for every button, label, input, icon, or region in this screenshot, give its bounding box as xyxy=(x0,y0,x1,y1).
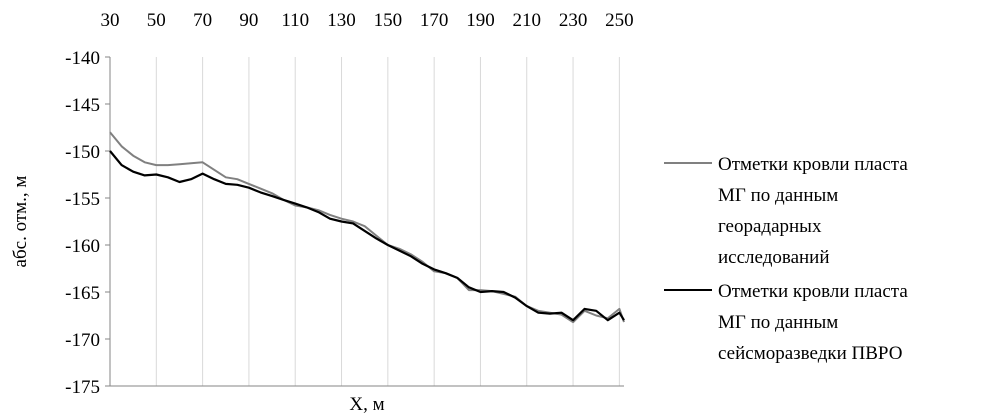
legend-entry-label: Отметки кровли пласта xyxy=(718,281,908,302)
x-axis-title: X, м xyxy=(349,394,384,415)
data-series xyxy=(109,131,625,324)
series-line-seismic xyxy=(109,150,625,322)
x-tick-label: 30 xyxy=(101,10,120,31)
y-tick-label: -140 xyxy=(65,48,100,69)
x-tick-label: 250 xyxy=(605,10,634,31)
y-tick-label: -165 xyxy=(65,283,100,304)
legend-entry-label: георадарных xyxy=(718,216,822,237)
x-tick-label: 210 xyxy=(513,10,542,31)
legend: Отметки кровли пласта МГ по данным георада… xyxy=(664,154,908,364)
x-tick-label: 90 xyxy=(239,10,258,31)
legend-entry-label: МГ по данным xyxy=(718,185,838,206)
grid-lines xyxy=(155,57,620,386)
x-tick-label: 70 xyxy=(193,10,212,31)
legend-entry-label: Отметки кровли пласта xyxy=(718,154,908,175)
x-tick-label: 150 xyxy=(374,10,403,31)
legend-entry-label: сейсморазведки ПВРО xyxy=(718,343,902,364)
x-tick-label: 50 xyxy=(147,10,166,31)
y-tick-label: -150 xyxy=(65,142,100,163)
x-tick-label: 110 xyxy=(281,10,309,31)
x-tick-label: 190 xyxy=(466,10,495,31)
y-tick-label: -155 xyxy=(65,189,100,210)
y-tick-label: -145 xyxy=(65,95,100,116)
x-tick-label: 130 xyxy=(327,10,356,31)
y-tick-label: -170 xyxy=(65,330,100,351)
legend-entry-label: исследований xyxy=(718,247,830,268)
y-axis-title: абс. отм., м xyxy=(10,176,31,268)
x-tick-label: 170 xyxy=(420,10,449,31)
y-tick-label: -160 xyxy=(65,236,100,257)
x-tick-label: 230 xyxy=(559,10,588,31)
tick-labels: -140 -145 -150 -155 -160 -165 -170 -175 30 50 70 90… xyxy=(65,10,633,398)
legend-entry-label: МГ по данным xyxy=(718,312,838,333)
series-line-georadar xyxy=(109,131,625,324)
axes xyxy=(105,56,624,387)
axis-titles: X, м абс. отм., м xyxy=(10,176,385,415)
y-tick-label: -175 xyxy=(65,377,100,398)
